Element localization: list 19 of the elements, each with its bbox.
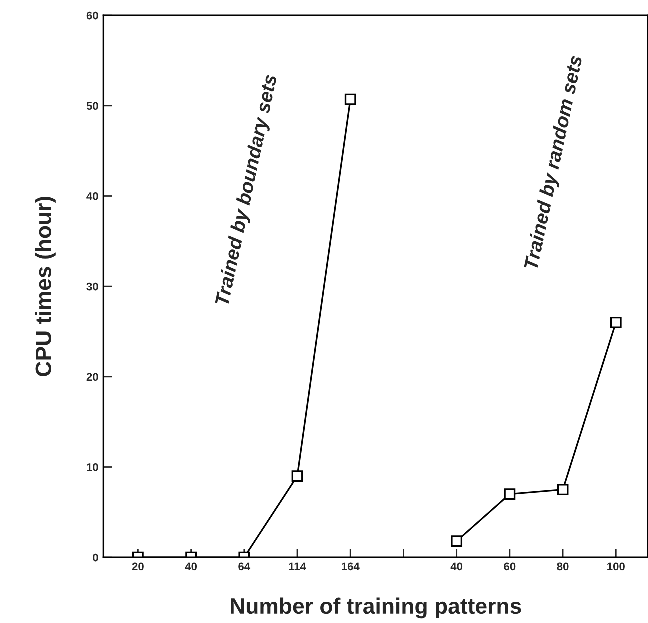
x-tick-label: 40	[185, 562, 198, 571]
x-tick-label: 80	[557, 562, 569, 571]
y-tick-label: 40	[86, 192, 98, 200]
x-tick-label: 100	[608, 562, 625, 571]
y-tick-label: 0	[93, 554, 98, 562]
y-tick-label: 20	[86, 373, 98, 382]
annotation: Trained by random sets	[524, 54, 586, 271]
x-tick-label: 164	[342, 562, 360, 571]
x-tick-label: 40	[450, 562, 463, 571]
x-tick-label: 20	[132, 562, 144, 571]
x-tick-label: 114	[289, 562, 306, 570]
y-tick-label: 50	[86, 102, 98, 110]
y-axis-title: CPU times (hour)	[35, 196, 56, 376]
y-tick-label: 60	[86, 12, 98, 20]
x-axis-title: Number of training patterns	[231, 598, 522, 619]
y-tick-label: 30	[86, 282, 98, 291]
x-tick-label: 60	[504, 562, 516, 571]
y-tick-label: 10	[87, 464, 98, 472]
x-tick-label: 64	[238, 562, 251, 571]
